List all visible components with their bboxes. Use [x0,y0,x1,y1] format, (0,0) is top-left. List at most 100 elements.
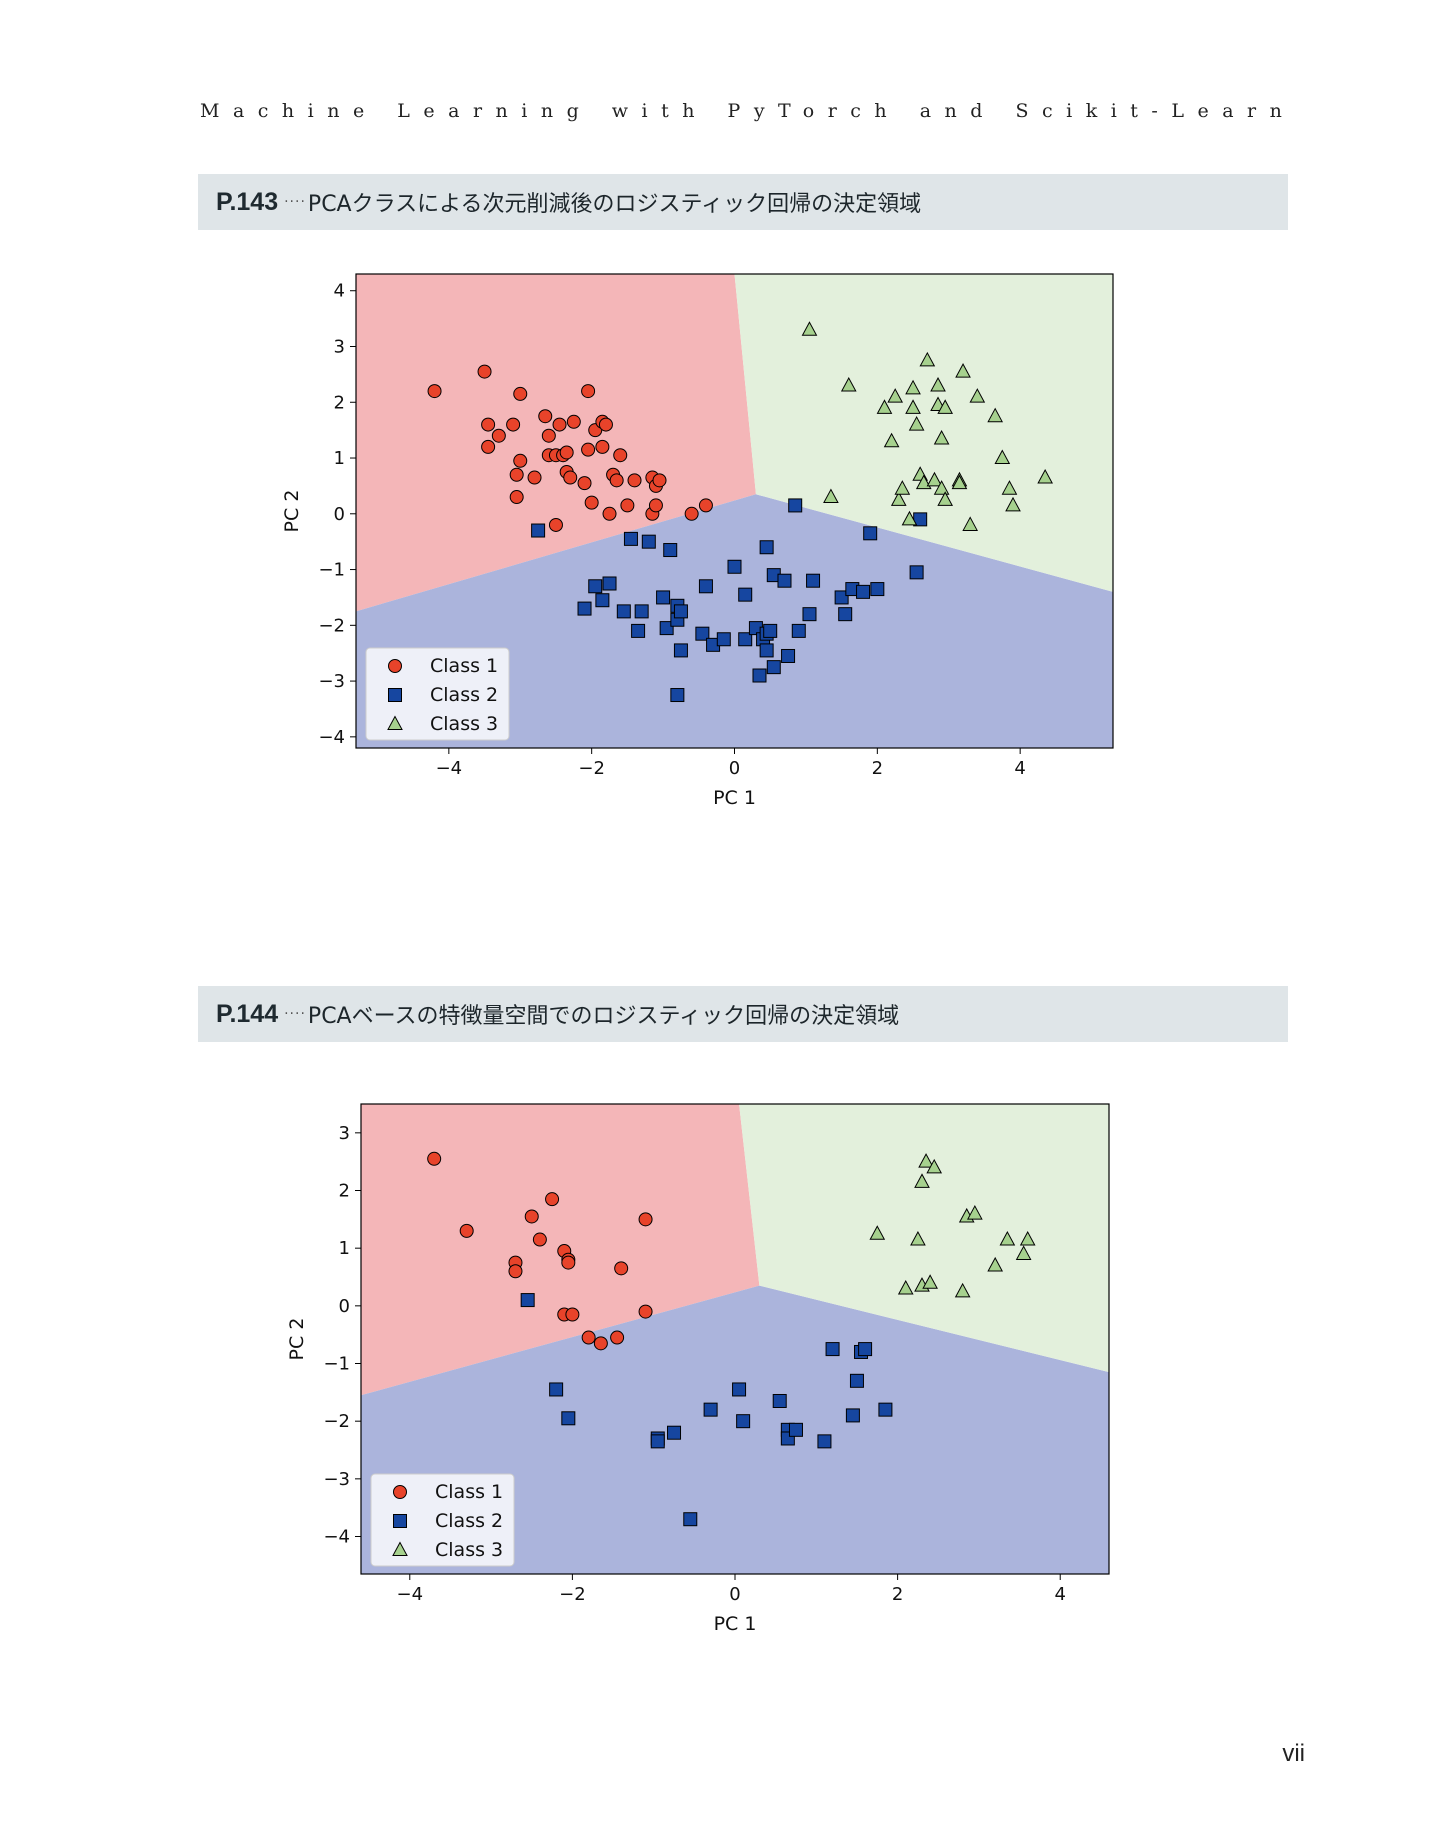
legend-marker-class-3 [387,715,403,730]
data-point-class-2 [777,573,792,588]
data-point-class-1 [648,498,663,513]
y-tick-label: −2 [318,615,345,636]
data-point-class-3 [887,388,904,403]
data-point-class-1 [565,1307,580,1322]
legend-label-class-3: Class 3 [430,713,498,735]
y-tick-label: −4 [323,1527,350,1548]
x-axis-label: PC 1 [713,787,756,809]
data-point-class-2 [673,604,688,619]
data-point-class-1 [563,470,578,485]
y-tick-label: 1 [334,448,345,469]
data-point-class-3 [1037,468,1053,484]
data-point-class-2 [588,579,603,594]
plot-area [361,1104,1109,1574]
data-point-class-2 [663,543,678,558]
data-point-class-2 [634,604,649,619]
data-point-class-2 [736,1414,751,1429]
page-number: vii [1282,1740,1305,1767]
data-point-class-2 [838,607,853,622]
data-point-class-3 [905,379,921,395]
data-point-class-3 [919,351,936,367]
data-point-class-2 [650,1434,665,1449]
data-point-class-1 [598,417,613,432]
data-point-class-2 [806,573,821,588]
data-point-class-3 [937,491,954,506]
data-point-class-2 [656,590,671,605]
data-point-class-1 [506,417,521,432]
data-point-class-3 [967,1205,983,1220]
y-tick-label: −1 [318,560,345,581]
data-point-class-3 [955,363,971,378]
data-point-class-1 [627,473,642,488]
section-caption: PCAクラスによる次元削減後のロジスティック回帰の決定領域 [307,192,922,217]
x-axis-label: PC 1 [714,1613,757,1635]
data-point-class-2 [659,621,674,636]
y-tick-label: 2 [339,1181,350,1202]
data-point-class-2 [670,688,685,703]
data-point-class-1 [610,1330,625,1345]
y-tick-label: 3 [339,1123,350,1144]
data-point-class-3 [926,1158,943,1174]
data-point-class-1 [538,409,553,424]
data-point-class-3 [987,407,1004,423]
data-point-class-2 [849,1373,864,1388]
data-point-class-2 [561,1411,576,1426]
legend-label-class-2: Class 2 [435,1510,503,1532]
data-point-class-3 [908,416,925,431]
series-class-3 [801,321,1053,531]
data-point-class-2 [577,601,592,616]
data-point-class-2 [732,1382,747,1397]
data-point-class-3 [1001,480,1018,495]
data-point-class-3 [876,399,893,414]
data-point-class-3 [840,376,857,392]
legend-marker-class-1 [393,1485,407,1499]
data-point-class-2 [716,632,731,647]
x-tick-label: 0 [729,1584,740,1605]
data-point-class-1 [509,490,524,505]
legend-label-class-2: Class 2 [430,684,498,706]
y-tick-label: −1 [323,1354,350,1375]
data-point-class-1 [577,476,592,491]
data-point-class-1 [652,473,667,488]
data-point-class-2 [788,1422,803,1437]
data-point-class-2 [623,531,638,546]
data-point-class-2 [788,498,803,513]
data-point-class-1 [545,1192,560,1207]
data-point-class-1 [593,1336,608,1351]
data-point-class-2 [802,607,817,622]
data-point-class-1 [527,470,542,485]
data-point-class-1 [581,442,596,457]
data-point-class-1 [541,428,556,443]
data-point-class-3 [883,432,900,448]
data-point-class-3 [933,480,950,495]
data-point-class-2 [791,623,806,638]
data-point-class-2 [667,1425,682,1440]
y-tick-label: −3 [323,1469,350,1490]
data-point-class-1 [548,517,563,532]
data-point-class-2 [772,1393,787,1408]
legend-marker-class-1 [388,659,402,673]
x-tick-label: −2 [578,758,605,779]
data-point-class-1 [552,417,567,432]
data-point-class-3 [933,429,950,445]
data-point-class-1 [595,439,610,454]
x-tick-label: 2 [892,1584,903,1605]
legend-label-class-1: Class 1 [435,1481,503,1503]
x-tick-label: 2 [872,758,883,779]
data-point-class-3 [954,1282,971,1298]
legend-marker-class-2 [393,1514,407,1528]
legend: Class 1 Class 2 Class 3 [370,1473,515,1567]
x-tick-label: 4 [1014,758,1025,779]
x-tick-label: −4 [436,758,463,779]
data-point-class-3 [1015,1245,1032,1260]
data-point-class-2 [631,623,646,638]
data-point-class-1 [614,1261,629,1276]
data-point-class-1 [491,428,506,443]
y-tick-label: 0 [334,504,345,525]
page-reference: P.144 [216,999,279,1028]
data-point-class-1 [581,384,596,399]
data-point-class-1 [481,417,496,432]
y-axis-label: PC 2 [286,1318,308,1361]
data-point-class-2 [641,534,656,549]
data-point-class-3 [901,510,918,526]
